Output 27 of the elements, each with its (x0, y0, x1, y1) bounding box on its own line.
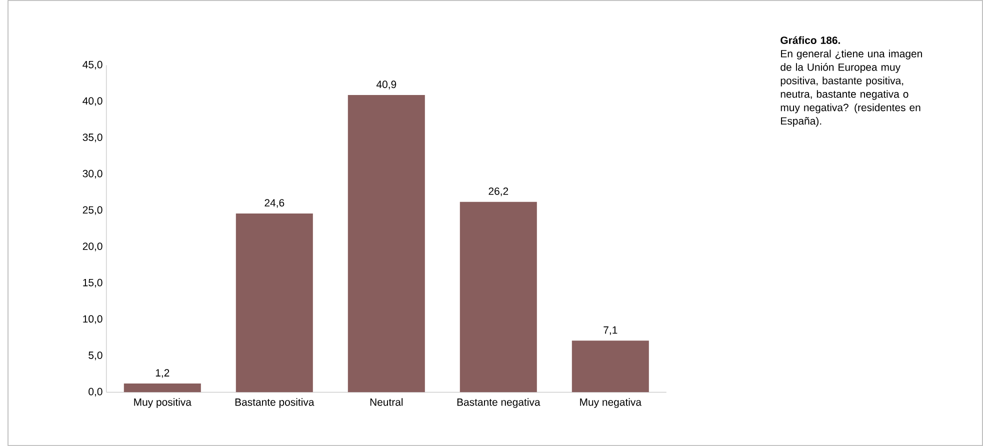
y-tick-label: 5,0 (88, 352, 102, 360)
y-tick-label: 45,0 (82, 60, 102, 70)
y-tick-label: 0,0 (88, 388, 102, 397)
data-label: 40,9 (376, 80, 396, 90)
y-tick-label: 35,0 (82, 134, 102, 142)
x-tick-label: Muy negativa (580, 398, 642, 408)
bar (460, 202, 537, 392)
text: Gráfico 186. (780, 36, 840, 44)
x-tick-label: Muy positiva (134, 398, 192, 408)
data-label: 7,1 (604, 326, 618, 335)
text: En general ¿tiene una imagen de la Unión Europea muy positiva, bastante positiva, neutra, bastante negativa o muy negativa? (residentes en España). (780, 50, 922, 127)
bar (236, 213, 313, 392)
data-label: 26,2 (488, 188, 508, 196)
x-tick-label: Neutral (370, 398, 403, 406)
y-tick-label: 10,0 (83, 315, 102, 324)
y-tick-label: 25,0 (82, 206, 102, 215)
x-tick-label: Bastante negativa (457, 398, 540, 408)
x-tick-label: Bastante positiva (235, 398, 314, 408)
bar (124, 383, 201, 392)
data-label: 1,2 (156, 369, 170, 378)
data-label: 24,6 (264, 199, 284, 208)
y-tick-label: 20,0 (82, 242, 102, 252)
y-tick-label: 40,0 (82, 97, 102, 106)
y-tick-label: 15,0 (83, 278, 102, 288)
bar (348, 95, 425, 392)
y-tick-label: 30,0 (82, 170, 102, 179)
bar (572, 340, 649, 392)
